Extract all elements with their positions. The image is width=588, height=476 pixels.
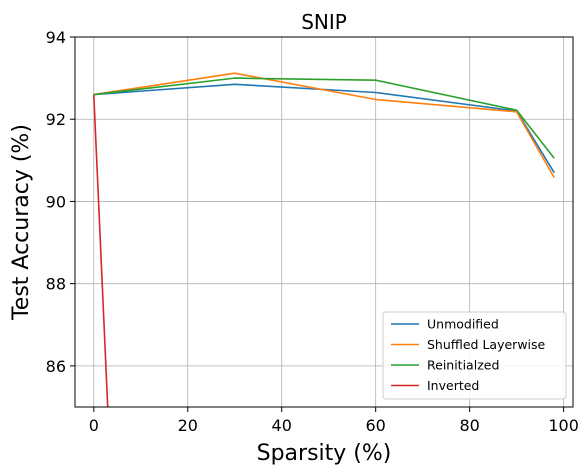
x-tick-label: 80: [459, 416, 479, 435]
series-line-1: [93, 72, 555, 178]
legend: Unmodified Shuffled Layerwise Reinitialzed…: [382, 311, 567, 400]
x-tick-label: 40: [272, 416, 292, 435]
legend-label: Inverted: [427, 378, 479, 393]
x-tick-label: 0: [89, 416, 99, 435]
y-tick-label: 90: [46, 192, 66, 211]
plot-frame: [74, 36, 574, 408]
y-tick-label: 94: [46, 28, 66, 47]
x-tick-label: 20: [178, 416, 198, 435]
legend-label: Shuffled Layerwise: [427, 337, 546, 352]
y-tick-label: 86: [46, 357, 66, 376]
x-axis-ticks: 0 20 40 60 80 100: [89, 407, 579, 435]
y-tick-label: 88: [46, 275, 66, 294]
legend-label: Reinitialzed: [427, 358, 499, 373]
x-tick-label: 60: [365, 416, 385, 435]
y-tick-label: 92: [46, 110, 66, 129]
series-line-2: [93, 77, 555, 159]
plot-area: [92, 72, 555, 407]
x-tick-label: 100: [548, 416, 579, 435]
series-line-3: [92, 94, 109, 407]
x-axis-label: Sparsity (%): [257, 441, 392, 466]
series-line-0: [93, 83, 555, 174]
y-axis-ticks: 86 88 90 92 94: [46, 28, 75, 376]
legend-label: Unmodified: [427, 317, 499, 332]
chart-title: SNIP: [301, 10, 347, 34]
y-axis-label: Test Accuracy (%): [9, 124, 34, 321]
legend-box: [382, 311, 567, 400]
